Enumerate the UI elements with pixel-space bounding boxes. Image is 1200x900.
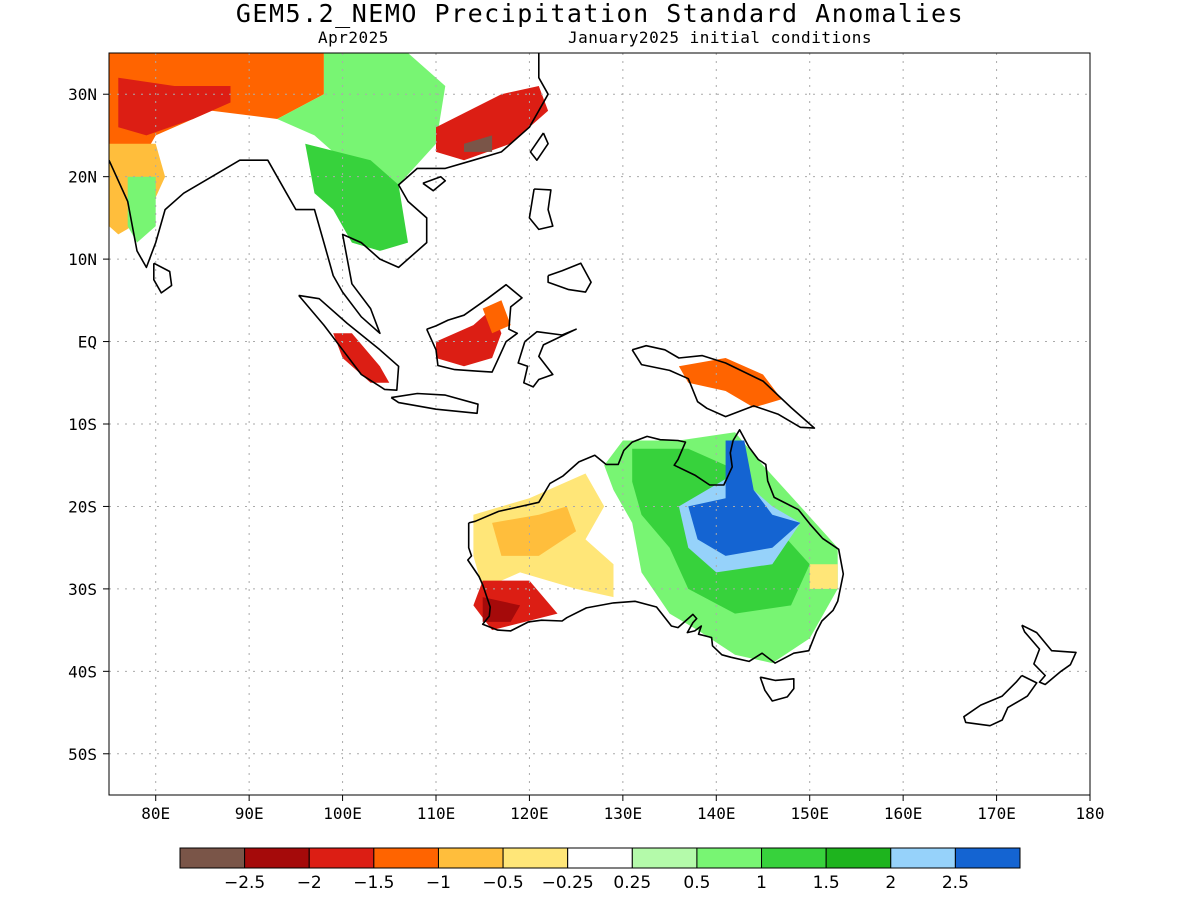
lon-tick-label: 90E bbox=[235, 804, 264, 823]
anomaly-region-indochina-green bbox=[305, 143, 408, 251]
anomaly-region-australia-blue bbox=[688, 440, 801, 556]
coastline-new-guinea bbox=[631, 344, 816, 429]
lon-tick-label: 100E bbox=[323, 804, 362, 823]
lat-tick-label: 10N bbox=[68, 250, 97, 269]
anomaly-region-sumatra-red bbox=[333, 333, 390, 383]
legend-swatch bbox=[244, 847, 310, 869]
legend-label: −1.5 bbox=[353, 873, 394, 893]
legend-swatch bbox=[696, 847, 763, 869]
coastline-sri-lanka bbox=[153, 262, 173, 294]
anomaly-region-australia-east-yellow bbox=[809, 564, 838, 589]
anomaly-region-china-green bbox=[277, 53, 446, 185]
lon-tick-label: 120E bbox=[510, 804, 549, 823]
legend-swatch bbox=[502, 847, 569, 869]
color-legend: −2.5 −2 −1.5 −1 −0.5 −0.25 0.25 0.5 1 1.5 2 2.5 bbox=[179, 847, 1021, 893]
lon-tick-label: 150E bbox=[790, 804, 829, 823]
legend-swatch bbox=[373, 847, 439, 869]
init-conditions-label: January2025 initial conditions bbox=[568, 28, 872, 47]
graticule-layer bbox=[109, 53, 1090, 795]
legend-swatch bbox=[954, 847, 1021, 869]
coastline-java bbox=[390, 392, 479, 415]
coastline-australia bbox=[466, 428, 845, 664]
coastline-sulawesi bbox=[517, 328, 577, 388]
legend-label: 2.5 bbox=[942, 873, 969, 893]
lon-tick-label: 110E bbox=[417, 804, 456, 823]
legend-swatch bbox=[437, 847, 504, 869]
lat-tick-label: 10S bbox=[68, 415, 97, 434]
legend-label: 0.5 bbox=[683, 873, 710, 893]
legend-label: −2 bbox=[297, 873, 322, 893]
lon-tick-label: 140E bbox=[697, 804, 736, 823]
lat-tick-label: EQ bbox=[78, 333, 97, 352]
lon-tick-label: 160E bbox=[884, 804, 923, 823]
lat-tick-label: 50S bbox=[68, 745, 97, 764]
legend-label: −0.25 bbox=[542, 873, 594, 893]
anomaly-region-india-red bbox=[118, 77, 231, 136]
anomaly-region-south-china-brown bbox=[464, 135, 493, 152]
anomaly-region-india-green bbox=[127, 176, 156, 243]
legend-label: −2.5 bbox=[224, 873, 265, 893]
legend-swatch bbox=[825, 847, 892, 869]
legend-label: −1 bbox=[426, 873, 451, 893]
axis-labels-layer: 80E 90E 100E 110E 120E 130E 140E 150E 160E 170E 18… bbox=[68, 85, 1104, 823]
legend-label: 1.5 bbox=[813, 873, 840, 893]
legend-swatch bbox=[567, 847, 633, 869]
valid-month-label: Apr2025 bbox=[318, 28, 389, 47]
coastline-hainan bbox=[422, 175, 447, 192]
lon-tick-label: 180 bbox=[1076, 804, 1105, 823]
legend-swatch bbox=[179, 847, 246, 869]
legend-label: 0.25 bbox=[613, 873, 651, 893]
legend-label: 1 bbox=[756, 873, 767, 893]
legend-label: −0.5 bbox=[482, 873, 523, 893]
legend-label: 2 bbox=[885, 873, 896, 893]
coastline-nz-north bbox=[1021, 624, 1077, 686]
legend-swatch bbox=[308, 847, 375, 869]
coastline-sumatra bbox=[298, 294, 400, 392]
coastline-layer bbox=[109, 53, 1077, 727]
legend-swatch bbox=[890, 847, 956, 869]
lon-tick-label: 130E bbox=[604, 804, 643, 823]
coastline-borneo bbox=[425, 283, 523, 373]
lon-tick-label: 80E bbox=[141, 804, 170, 823]
coastline-asia-mainland bbox=[109, 53, 549, 335]
lat-tick-label: 20N bbox=[68, 168, 97, 187]
legend-swatch bbox=[631, 847, 698, 869]
legend-swatch bbox=[761, 847, 827, 869]
lat-tick-label: 30S bbox=[68, 580, 97, 599]
anomaly-region-south-china-red bbox=[436, 86, 549, 161]
coastline-mindanao bbox=[547, 262, 592, 293]
lat-tick-label: 30N bbox=[68, 85, 97, 104]
lat-tick-label: 40S bbox=[68, 662, 97, 681]
coastline-nz-south bbox=[963, 674, 1038, 727]
anomaly-region-australia-west-orange bbox=[492, 506, 577, 556]
anomaly-region-new-guinea-orange bbox=[678, 358, 782, 408]
anomaly-region-borneo-orange bbox=[482, 300, 511, 334]
lat-tick-label: 20S bbox=[68, 497, 97, 516]
coastline-luzon bbox=[528, 188, 554, 231]
lon-tick-label: 170E bbox=[977, 804, 1016, 823]
anomaly-region-australia-sw-darkred bbox=[482, 597, 521, 622]
coastline-taiwan bbox=[529, 132, 549, 161]
anomaly-region-borneo-red bbox=[436, 308, 502, 367]
coastline-tasmania bbox=[759, 676, 795, 702]
map-title: GEM5.2_NEMO Precipitation Standard Anoma… bbox=[235, 0, 965, 28]
anomaly-fill-layer bbox=[109, 53, 838, 664]
